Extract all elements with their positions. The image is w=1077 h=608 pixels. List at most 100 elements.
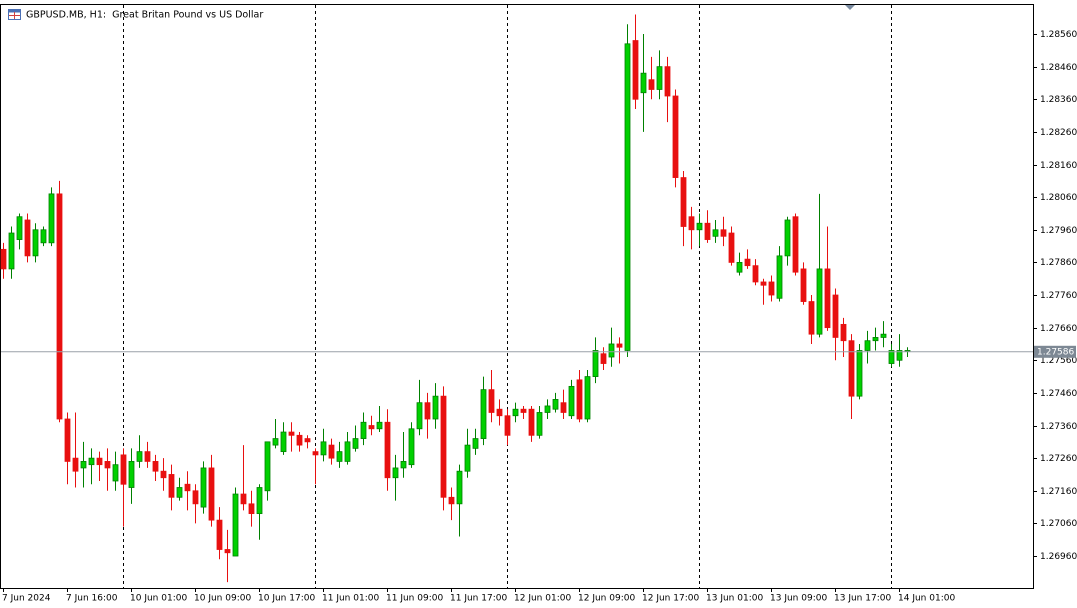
candle-body bbox=[64, 418, 71, 462]
candle-body bbox=[688, 216, 695, 231]
candle-body bbox=[472, 438, 479, 449]
candle-body bbox=[232, 493, 239, 557]
candle-body bbox=[248, 503, 255, 515]
candle-body bbox=[824, 268, 831, 329]
candle-body bbox=[416, 402, 423, 430]
candle-body bbox=[696, 222, 703, 231]
candle-body bbox=[352, 438, 359, 449]
candle-body bbox=[336, 451, 343, 462]
candle-body bbox=[296, 434, 303, 446]
x-tick-label: 10 Jun 09:00 bbox=[194, 594, 251, 604]
candle-body bbox=[880, 333, 887, 338]
candle-body bbox=[784, 219, 791, 257]
x-tick-label: 13 Jun 09:00 bbox=[770, 594, 827, 604]
candle-body bbox=[656, 66, 663, 90]
candle-body bbox=[616, 343, 623, 348]
candle-body bbox=[624, 43, 631, 351]
y-tick-label: 1.28160 bbox=[1040, 161, 1077, 171]
candle-body bbox=[896, 350, 903, 361]
x-tick-label: 12 Jun 09:00 bbox=[578, 594, 635, 604]
y-tick-label: 1.28360 bbox=[1040, 95, 1077, 105]
candle-body bbox=[40, 229, 47, 244]
candle-body bbox=[640, 72, 647, 94]
candle-body bbox=[392, 467, 399, 479]
current-price-label: 1.27586 bbox=[1037, 347, 1074, 357]
candle-body bbox=[504, 415, 511, 436]
plot-frame bbox=[0, 4, 1034, 589]
y-tick-label: 1.27960 bbox=[1040, 226, 1077, 236]
candle-body bbox=[800, 268, 807, 302]
candle-body bbox=[304, 438, 311, 443]
candle-body bbox=[560, 402, 567, 413]
candle-body bbox=[576, 379, 583, 420]
candle-body bbox=[208, 467, 215, 521]
candle-body bbox=[808, 301, 815, 335]
candle-body bbox=[776, 255, 783, 299]
candle-body bbox=[736, 261, 743, 273]
candle-body bbox=[672, 95, 679, 178]
candle-body bbox=[272, 438, 279, 446]
candle-body bbox=[648, 79, 655, 90]
candle-body bbox=[440, 395, 447, 498]
candle-body bbox=[544, 405, 551, 413]
candle-body bbox=[280, 431, 287, 453]
y-tick-label: 1.26960 bbox=[1040, 552, 1077, 562]
candle-body bbox=[536, 412, 543, 436]
candle-body bbox=[840, 323, 847, 342]
candle-body bbox=[88, 457, 95, 466]
candle-body bbox=[80, 461, 87, 469]
candle-body bbox=[96, 457, 103, 466]
candle-body bbox=[256, 487, 263, 515]
candle-body bbox=[752, 265, 759, 283]
y-tick-label: 1.27860 bbox=[1040, 258, 1077, 268]
candle-body bbox=[552, 399, 559, 410]
candle-body bbox=[888, 350, 895, 364]
candle-body bbox=[72, 457, 79, 472]
candle-body bbox=[664, 66, 671, 97]
candle-body bbox=[816, 268, 823, 335]
candle-body bbox=[632, 40, 639, 100]
chart-icon bbox=[8, 9, 21, 20]
current-price-box bbox=[1034, 345, 1076, 358]
candle-body bbox=[216, 519, 223, 550]
candle-body bbox=[344, 441, 351, 462]
candle-body bbox=[192, 490, 199, 505]
candle-body bbox=[184, 483, 191, 492]
y-tick-label: 1.28460 bbox=[1040, 63, 1077, 73]
candle-body bbox=[704, 222, 711, 240]
candle-body bbox=[16, 216, 23, 240]
x-tick-label: 14 Jun 01:00 bbox=[898, 594, 955, 604]
candle-body bbox=[792, 216, 799, 273]
y-tick-label: 1.27560 bbox=[1040, 356, 1077, 366]
candle-body bbox=[424, 402, 431, 420]
candle-body bbox=[512, 408, 519, 417]
candle-body bbox=[400, 461, 407, 469]
y-tick-label: 1.27460 bbox=[1040, 389, 1077, 399]
candle-body bbox=[168, 474, 175, 498]
candle-body bbox=[768, 281, 775, 296]
chart-title: GBPUSD.MB, H1: Great Britan Pound vs US … bbox=[26, 10, 263, 21]
candle-body bbox=[224, 549, 231, 554]
candle-body bbox=[432, 395, 439, 420]
candle-body bbox=[568, 385, 575, 417]
candle-body bbox=[464, 444, 471, 472]
candle-body bbox=[856, 350, 863, 397]
scroll-marker bbox=[845, 5, 855, 10]
x-tick-label: 11 Jun 01:00 bbox=[322, 594, 379, 604]
candle-body bbox=[744, 258, 751, 267]
candle-body bbox=[408, 428, 415, 466]
candle-body bbox=[456, 470, 463, 505]
candle-body bbox=[112, 464, 119, 482]
x-tick-label: 13 Jun 01:00 bbox=[706, 594, 763, 604]
y-tick-label: 1.27760 bbox=[1040, 291, 1077, 301]
candle-body bbox=[0, 248, 7, 270]
x-tick-label: 7 Jun 16:00 bbox=[66, 594, 118, 604]
candle-body bbox=[760, 281, 767, 286]
candle-body bbox=[24, 219, 31, 257]
x-tick-label: 12 Jun 17:00 bbox=[642, 594, 699, 604]
candle-body bbox=[144, 451, 151, 462]
candle-body bbox=[496, 408, 503, 417]
candle-body bbox=[240, 493, 247, 505]
candle-body bbox=[160, 470, 167, 479]
x-tick-label: 11 Jun 09:00 bbox=[386, 594, 443, 604]
